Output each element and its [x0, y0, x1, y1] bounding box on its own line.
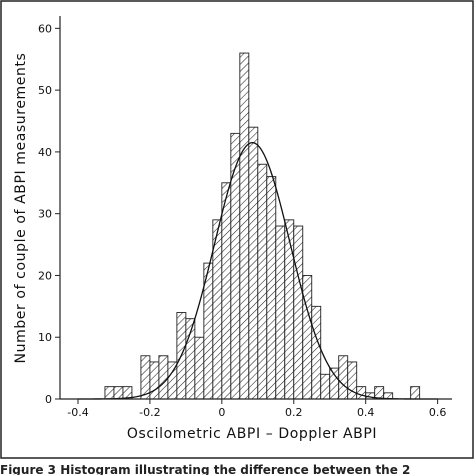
histogram-bar [356, 386, 367, 400]
histogram-bar [257, 163, 268, 400]
histogram-bar [293, 225, 304, 400]
x-axis-ticks: -0.4 -0.2 0 0.2 0.4 0.6 [67, 399, 446, 419]
histogram-bar [266, 176, 277, 400]
histogram-bar [230, 132, 241, 400]
y-tick-label: 30 [38, 208, 52, 221]
histogram-bar [113, 386, 124, 400]
histogram-bars [104, 52, 421, 400]
histogram-bar [320, 373, 331, 400]
x-tick-label: -0.2 [139, 406, 160, 419]
histogram-bar [275, 225, 286, 400]
histogram-bar [221, 182, 232, 400]
figure-caption-fragment: Figure 3 Histogram illustrating the diff… [0, 463, 410, 475]
normal-distribution-curve [77, 142, 438, 400]
y-tick-label: 50 [38, 84, 52, 97]
histogram-bar [329, 367, 340, 400]
histogram-bar [194, 336, 205, 400]
histogram-bar [248, 126, 259, 400]
y-axis-ticks: 0 10 20 30 40 50 60 [38, 22, 60, 406]
x-tick-label: 0.2 [285, 406, 303, 419]
histogram-bar [158, 355, 169, 400]
y-tick-label: 60 [38, 22, 52, 35]
y-tick-label: 40 [38, 146, 52, 159]
figure-frame [0, 0, 474, 459]
x-axis-label: Oscilometric ABPI – Doppler ABPI [127, 426, 377, 442]
x-tick-label: -0.4 [67, 406, 88, 419]
histogram-bar [311, 305, 322, 400]
histogram-bar [302, 275, 313, 400]
histogram-bar [104, 386, 115, 400]
x-tick-label: 0.4 [357, 406, 375, 419]
histogram-bar [338, 355, 349, 400]
x-tick-label: 0.6 [429, 406, 447, 419]
y-tick-label: 0 [45, 393, 52, 406]
histogram-bar [410, 386, 421, 400]
histogram-bar [149, 361, 160, 400]
y-tick-label: 10 [38, 331, 52, 344]
y-tick-label: 20 [38, 269, 52, 282]
histogram-bar [239, 52, 250, 400]
x-tick-label: 0 [218, 406, 225, 419]
y-axis-label: Number of couple of ABPI measurements [13, 53, 29, 364]
histogram-bar [284, 219, 295, 400]
